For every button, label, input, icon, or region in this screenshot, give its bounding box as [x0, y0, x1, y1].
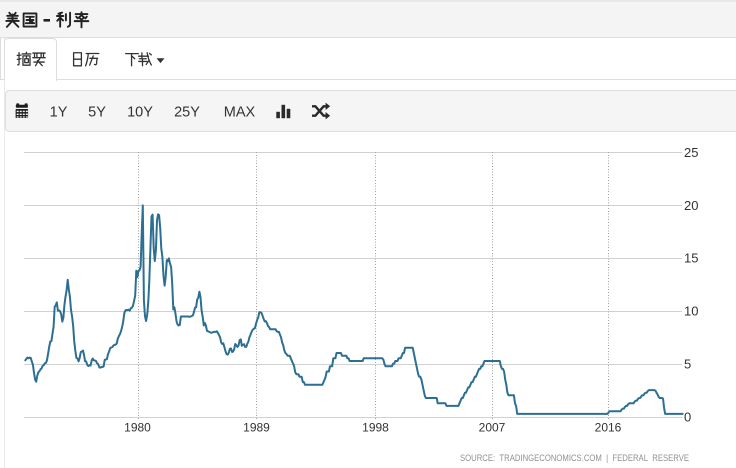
svg-text:10: 10 [684, 304, 698, 319]
svg-text:2007: 2007 [479, 421, 506, 435]
svg-text:SOURCE: TRADINGECONOMICS.COM: SOURCE: TRADINGECONOMICS.COM | FEDERAL R… [460, 453, 689, 463]
svg-text:5Y: 5Y [88, 105, 106, 121]
svg-text:0: 0 [684, 409, 691, 424]
svg-text:MAX: MAX [224, 105, 256, 121]
svg-text:25: 25 [684, 145, 698, 160]
svg-text:5: 5 [684, 357, 691, 372]
svg-text:25Y: 25Y [174, 105, 200, 121]
svg-text:10Y: 10Y [127, 105, 153, 121]
svg-text:2016: 2016 [595, 421, 622, 435]
svg-text:20: 20 [684, 198, 698, 213]
svg-text:1Y: 1Y [50, 105, 68, 121]
svg-text:1980: 1980 [124, 421, 151, 435]
svg-text:1989: 1989 [243, 421, 270, 435]
svg-text:1998: 1998 [362, 421, 389, 435]
svg-text:15: 15 [684, 251, 698, 266]
